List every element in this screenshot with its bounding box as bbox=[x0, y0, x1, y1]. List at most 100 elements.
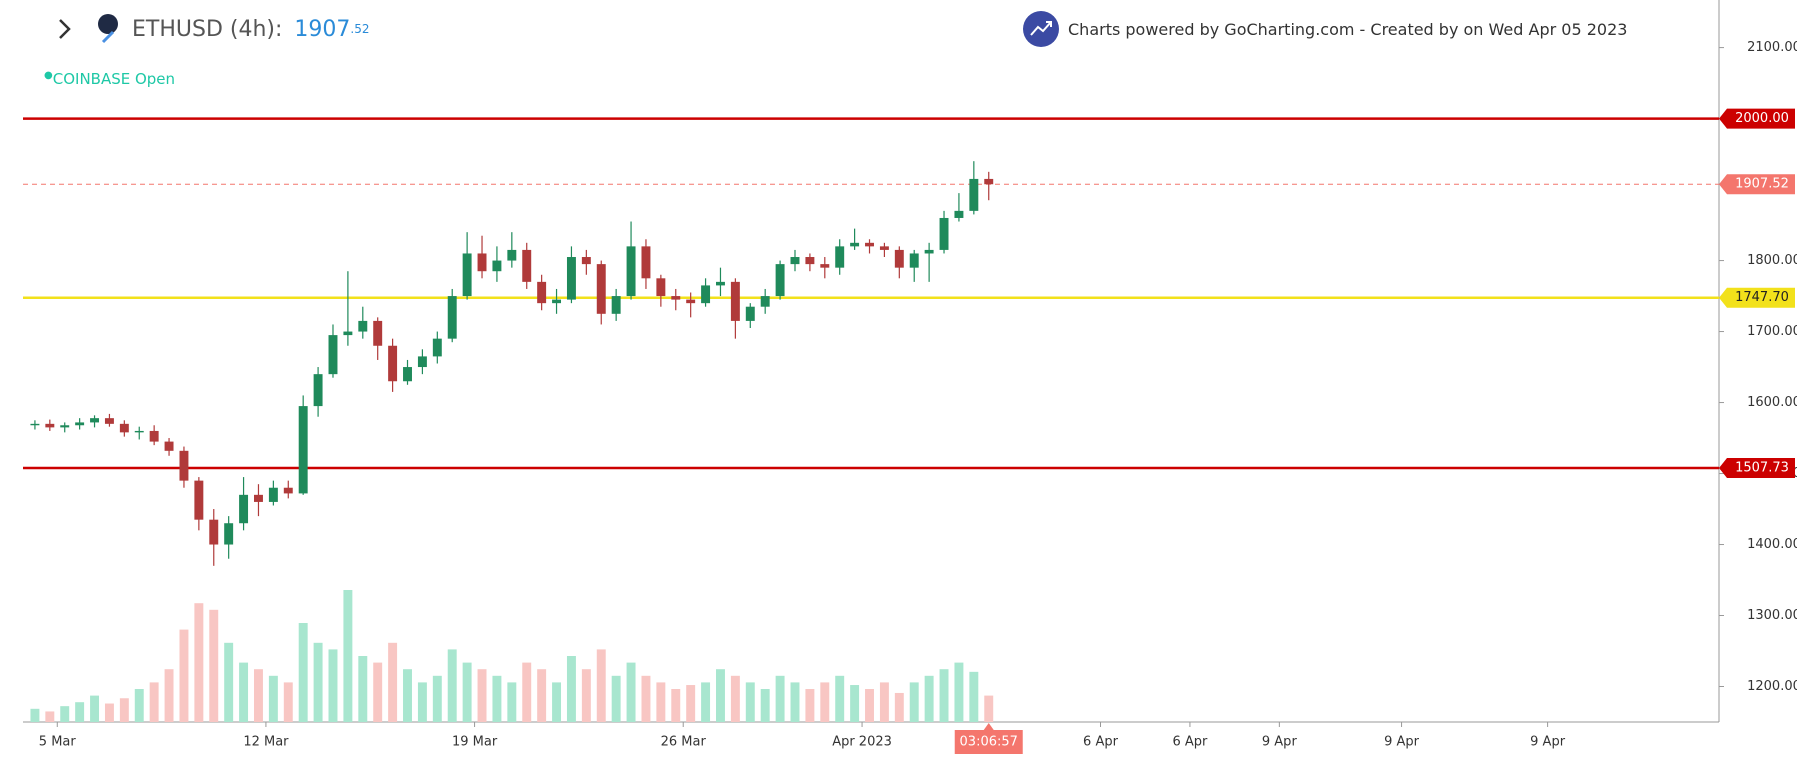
volume-bar bbox=[447, 649, 457, 722]
candle-body bbox=[939, 217, 949, 250]
y-tick-label: 1600.00 bbox=[1747, 395, 1797, 410]
candle-body bbox=[417, 356, 427, 368]
candle-body bbox=[596, 264, 606, 314]
candle-body bbox=[328, 335, 338, 375]
candle-body bbox=[134, 430, 144, 433]
candle-body bbox=[492, 260, 502, 272]
candle-body bbox=[909, 253, 919, 268]
candle-body bbox=[611, 296, 621, 314]
x-tick-label: 9 Apr bbox=[1384, 735, 1420, 750]
y-tick-label: 1800.00 bbox=[1747, 253, 1797, 268]
volume-bar bbox=[313, 642, 323, 722]
last-price-fraction: .52 bbox=[350, 22, 370, 36]
x-tick-label: Apr 2023 bbox=[832, 735, 892, 750]
volume-bar bbox=[984, 695, 994, 722]
volume-bar bbox=[909, 682, 919, 722]
candle-body bbox=[984, 178, 994, 185]
candle-body bbox=[522, 249, 532, 282]
candle-body bbox=[403, 367, 412, 382]
candle-body bbox=[924, 249, 934, 254]
volume-bar bbox=[134, 689, 144, 722]
candle-body bbox=[239, 494, 249, 524]
volume-bar bbox=[581, 669, 591, 722]
candle-body bbox=[194, 480, 204, 520]
candle-body bbox=[104, 418, 114, 424]
volume-bar bbox=[596, 649, 606, 722]
header: ETHUSD (4h): 1907.52 bbox=[52, 12, 370, 46]
candle-body bbox=[656, 278, 666, 297]
volume-bar bbox=[90, 695, 100, 722]
y-tick-label: 1300.00 bbox=[1747, 608, 1797, 623]
candle-body bbox=[60, 425, 70, 428]
expand-icon[interactable] bbox=[52, 14, 76, 44]
candle-body bbox=[358, 320, 368, 332]
volume-bar bbox=[775, 675, 785, 722]
volume-bar bbox=[745, 682, 755, 722]
volume-bar bbox=[373, 662, 383, 722]
volume-bar bbox=[119, 698, 129, 722]
candle-body bbox=[268, 487, 278, 502]
credit-text: Charts powered by GoCharting.com - Creat… bbox=[1068, 19, 1628, 39]
candle-body bbox=[775, 264, 785, 297]
candle-body bbox=[671, 296, 681, 300]
candle-body bbox=[432, 338, 442, 357]
volume-bar bbox=[820, 682, 830, 722]
x-tick-label: 12 Mar bbox=[243, 735, 289, 750]
x-tick-label: 26 Mar bbox=[661, 735, 707, 750]
volume-bar bbox=[894, 692, 904, 722]
price-tag-label: 1747.70 bbox=[1735, 290, 1789, 305]
volume-bar bbox=[60, 706, 70, 722]
price-tag-label: 2000.00 bbox=[1735, 111, 1789, 126]
volume-bar bbox=[566, 656, 576, 722]
candle-body bbox=[30, 423, 40, 426]
x-tick-label: 5 Mar bbox=[39, 735, 77, 750]
candle-body bbox=[969, 178, 979, 211]
countdown-box bbox=[954, 723, 1023, 754]
credit: Charts powered by GoCharting.com - Creat… bbox=[1022, 10, 1627, 48]
y-tick-label: 1700.00 bbox=[1747, 324, 1797, 339]
volume-bar bbox=[104, 703, 114, 722]
countdown: 03:06:57 bbox=[960, 735, 1018, 750]
volume-bar bbox=[939, 669, 949, 722]
x-tick-label: 6 Apr bbox=[1083, 735, 1119, 750]
candle-body bbox=[45, 423, 55, 428]
volume-bar bbox=[209, 609, 219, 722]
x-tick-label: 9 Apr bbox=[1262, 735, 1298, 750]
volume-bar bbox=[656, 682, 666, 722]
exchange-status: ●COINBASE Open bbox=[44, 70, 176, 88]
candle-body bbox=[686, 299, 696, 304]
candle-body bbox=[730, 281, 740, 321]
volume-bar bbox=[552, 682, 562, 722]
candle-body bbox=[388, 345, 398, 382]
candle-body bbox=[879, 246, 889, 250]
volume-bar bbox=[254, 669, 263, 722]
candle-body bbox=[477, 253, 487, 272]
volume-bar bbox=[641, 675, 651, 722]
volume-bar bbox=[358, 656, 368, 722]
volume-bar bbox=[477, 669, 487, 722]
candle-body bbox=[75, 422, 85, 426]
price-tag bbox=[1719, 108, 1795, 129]
volume-bar bbox=[626, 662, 636, 722]
x-tick-label: 6 Apr bbox=[1172, 735, 1208, 750]
volume-bar bbox=[879, 682, 889, 722]
volume-bar bbox=[403, 669, 412, 722]
candle-body bbox=[209, 519, 219, 545]
candle-body bbox=[894, 249, 904, 268]
volume-bar bbox=[149, 682, 159, 722]
candle-body bbox=[298, 406, 308, 494]
volume-bar bbox=[298, 623, 308, 722]
candle-body bbox=[254, 494, 263, 502]
candle-body bbox=[90, 418, 100, 423]
volume-bar bbox=[522, 662, 532, 722]
volume-bar bbox=[75, 702, 85, 722]
volume-bar bbox=[224, 642, 234, 722]
volume-bar bbox=[924, 675, 934, 722]
candle-body bbox=[224, 523, 234, 545]
volume-bar bbox=[865, 689, 874, 722]
y-tick-label: 1400.00 bbox=[1747, 537, 1797, 552]
volume-bar bbox=[760, 689, 770, 722]
volume-bar bbox=[283, 682, 293, 722]
volume-bar bbox=[45, 711, 55, 722]
